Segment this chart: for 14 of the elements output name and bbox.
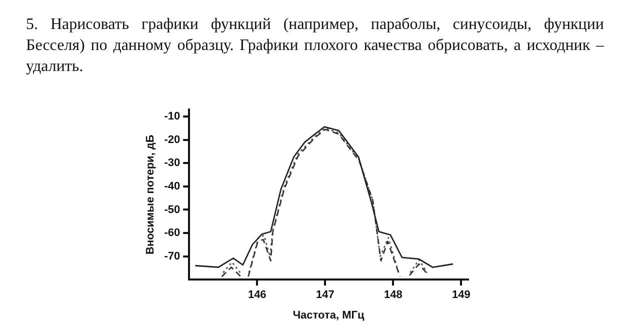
y-tick-label: -20 — [164, 134, 180, 146]
y-axis-title: Вносимые потери, дБ — [144, 134, 157, 255]
y-tick-label: -10 — [164, 110, 180, 123]
x-axis-title: Частота, МГц — [292, 309, 364, 322]
y-tick-label: -50 — [164, 204, 180, 216]
x-tick-label: 146 — [248, 289, 266, 302]
x-tick-label: 147 — [316, 289, 334, 302]
y-tick-label: -60 — [164, 227, 180, 240]
x-tick-label: 149 — [452, 289, 470, 302]
x-tick-label: 148 — [384, 289, 402, 302]
y-tick-label: -40 — [164, 180, 180, 192]
y-tick-label: -70 — [164, 250, 180, 262]
chart-title: 5. Нарисовать графики функций (например, параболы, синусоиды, функции Бесселя) по данному образцу. Графики плохого качества обрисовать, а исходник – удалить. — [26, 15, 604, 77]
y-tick-label: -30 — [164, 157, 180, 170]
